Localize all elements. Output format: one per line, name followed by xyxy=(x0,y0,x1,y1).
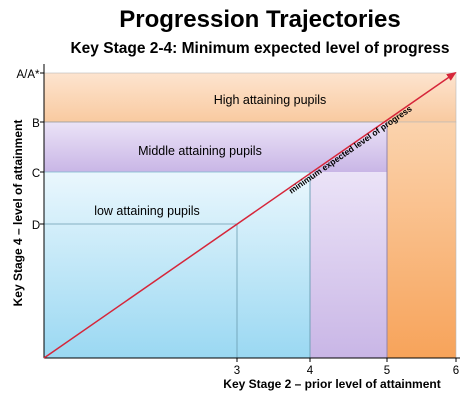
y-tick-label: C xyxy=(32,168,40,180)
x-axis-label: Key Stage 2 – prior level of attainment xyxy=(223,377,441,391)
diagram-title: Progression Trajectories xyxy=(119,6,401,33)
x-tick-label: 6 xyxy=(453,365,459,377)
diagram-subtitle: Key Stage 2-4: Minimum expected level of… xyxy=(70,40,450,57)
x-tick-label: 3 xyxy=(234,365,240,377)
low-attaining-label: low attaining pupils xyxy=(94,204,200,218)
high-attaining-column xyxy=(386,121,457,359)
y-tick-label: D xyxy=(32,220,40,232)
high-attaining-band xyxy=(43,72,457,123)
x-tick-label: 4 xyxy=(307,365,314,377)
middle-attaining-band xyxy=(44,122,387,172)
high-attaining-label: High attaining pupils xyxy=(214,93,327,107)
middle-attaining-column xyxy=(310,172,387,358)
middle-attaining-label: Middle attaining pupils xyxy=(138,144,262,158)
y-tick-label: A/A* xyxy=(16,69,40,81)
x-tick-label: 5 xyxy=(384,365,390,377)
trajectory-arrow xyxy=(43,71,457,359)
y-tick-label: B xyxy=(32,118,40,130)
